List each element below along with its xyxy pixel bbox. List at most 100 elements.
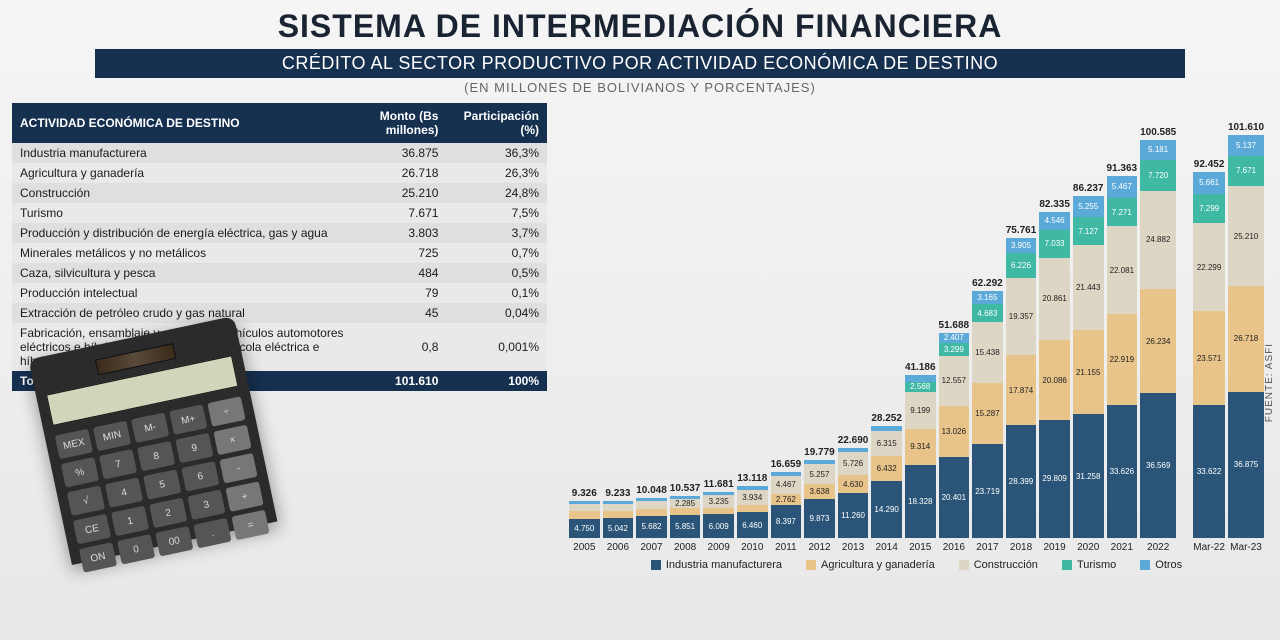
legend-item: Otros bbox=[1140, 559, 1182, 571]
main-title: SISTEMA DE INTERMEDIACIÓN FINANCIERA bbox=[0, 8, 1280, 45]
bar-segment-construccion: 3.235 bbox=[703, 495, 734, 508]
table-row: Industria manufacturera36.87536,3% bbox=[12, 143, 547, 163]
bar-group: 62.29223.71915.28715.4384.6833.1652017 bbox=[972, 278, 1003, 553]
cell-share: 0,7% bbox=[446, 243, 547, 263]
bar-segment-construccion: 22.081 bbox=[1107, 226, 1138, 313]
cell-share: 26,3% bbox=[446, 163, 547, 183]
unit-line: (EN MILLONES DE BOLIVIANOS Y PORCENTAJES… bbox=[0, 80, 1280, 95]
bar-segment-turismo: 7.299 bbox=[1193, 194, 1225, 223]
legend-item: Agricultura y ganadería bbox=[806, 559, 935, 571]
calc-key: = bbox=[231, 510, 269, 541]
bar-group: 19.7799.8733.6385.2572012 bbox=[804, 447, 835, 553]
bar-segment-agricultura: 6.432 bbox=[871, 456, 902, 481]
chart-legend: Industria manufacturera Agricultura y gan… bbox=[565, 559, 1268, 571]
bar-stack: 5.682 bbox=[636, 498, 667, 538]
bar-segment-industria: 8.397 bbox=[771, 505, 802, 538]
col-activity: ACTIVIDAD ECONÓMICA DE DESTINO bbox=[12, 103, 352, 143]
bar-group: 91.36333.62622.91922.0817.2715.4672021 bbox=[1107, 163, 1138, 553]
calc-key: 1 bbox=[111, 506, 149, 537]
calc-key: M+ bbox=[169, 404, 207, 435]
bar-segment-industria: 36.569 bbox=[1140, 393, 1176, 538]
bar-total-label: 62.292 bbox=[972, 278, 1003, 289]
cell-activity: Producción intelectual bbox=[12, 283, 352, 303]
bar-segment-construccion: 20.861 bbox=[1039, 258, 1070, 341]
bar-segment-agricultura: 15.287 bbox=[972, 383, 1003, 444]
x-axis-label: 2019 bbox=[1043, 542, 1065, 553]
table-row: Construcción25.21024,8% bbox=[12, 183, 547, 203]
bar-stack: 33.62622.91922.0817.2715.467 bbox=[1107, 176, 1138, 538]
bar-segment-construccion: 3.934 bbox=[737, 490, 768, 506]
total-share: 100% bbox=[446, 371, 547, 391]
bar-group: 13.1186.4603.9342010 bbox=[737, 473, 768, 553]
bar-segment-construccion: 12.557 bbox=[939, 356, 970, 406]
bar-segment-agricultura: 21.155 bbox=[1073, 330, 1104, 414]
legend-label: Construcción bbox=[974, 559, 1038, 571]
calc-key: MEX bbox=[55, 429, 93, 460]
bar-total-label: 9.326 bbox=[572, 488, 597, 499]
bar-total-label: 28.252 bbox=[871, 413, 902, 424]
x-axis-label: 2022 bbox=[1147, 542, 1169, 553]
cell-share: 36,3% bbox=[446, 143, 547, 163]
legend-label: Turismo bbox=[1077, 559, 1116, 571]
bar-stack: 28.39917.87419.3576.2263.905 bbox=[1006, 238, 1037, 538]
cell-amount: 36.875 bbox=[352, 143, 447, 163]
bar-stack: 11.2604.6305.726 bbox=[838, 448, 869, 538]
cell-activity: Turismo bbox=[12, 203, 352, 223]
bar-group: 101.61036.87526.71825.2107.6715.137Mar-2… bbox=[1228, 122, 1264, 553]
bar-group: 10.5375.8512.2852008 bbox=[670, 483, 701, 553]
bar-stack: 23.71915.28715.4384.6833.165 bbox=[972, 291, 1003, 538]
bar-segment-turismo: 3.299 bbox=[939, 343, 970, 356]
bar-segment-industria: 29.809 bbox=[1039, 420, 1070, 538]
stacked-bar-chart: 9.3264.75020059.2335.042200610.0485.6822… bbox=[565, 103, 1268, 571]
bar-segment-industria: 5.042 bbox=[603, 518, 634, 538]
x-axis-label: 2006 bbox=[607, 542, 629, 553]
bar-segment-construccion bbox=[569, 504, 600, 511]
bar-segment-turismo: 7.271 bbox=[1107, 198, 1138, 227]
bar-stack: 29.80920.08620.8617.0334.546 bbox=[1039, 212, 1070, 538]
bar-segment-construccion: 5.726 bbox=[838, 452, 869, 475]
cell-share: 0,001% bbox=[446, 323, 547, 371]
bar-stack: 6.4603.934 bbox=[737, 486, 768, 538]
bar-segment-turismo: 7.720 bbox=[1140, 160, 1176, 191]
cell-amount: 7.671 bbox=[352, 203, 447, 223]
x-axis-label: 2007 bbox=[640, 542, 662, 553]
bar-segment-industria: 5.682 bbox=[636, 516, 667, 539]
bar-segment-construccion: 5.257 bbox=[804, 464, 835, 485]
cell-activity: Caza, silvicultura y pesca bbox=[12, 263, 352, 283]
calc-key: CE bbox=[73, 514, 111, 545]
cell-amount: 26.718 bbox=[352, 163, 447, 183]
x-axis-label: 2013 bbox=[842, 542, 864, 553]
bar-segment-agricultura bbox=[603, 511, 634, 518]
bar-segment-agricultura: 23.571 bbox=[1193, 311, 1225, 404]
bar-group: 100.58536.56926.23424.8827.7205.1812022 bbox=[1140, 127, 1176, 554]
calc-key: 3 bbox=[187, 489, 225, 520]
legend-item: Industria manufacturera bbox=[651, 559, 782, 571]
bar-segment-construccion: 21.443 bbox=[1073, 245, 1104, 330]
bar-group: 22.69011.2604.6305.7262013 bbox=[838, 435, 869, 553]
bar-segment-agricultura: 9.314 bbox=[905, 429, 936, 466]
bar-segment-construccion: 2.285 bbox=[670, 499, 701, 508]
cell-share: 3,7% bbox=[446, 223, 547, 243]
bar-segment-industria: 14.290 bbox=[871, 481, 902, 538]
bar-segment-industria: 36.875 bbox=[1228, 392, 1264, 538]
bar-segment-industria: 33.622 bbox=[1193, 405, 1225, 538]
bar-segment-otros: 4.546 bbox=[1039, 212, 1070, 230]
bar-group: 10.0485.6822007 bbox=[636, 485, 667, 553]
bar-segment-turismo: 7.127 bbox=[1073, 217, 1104, 245]
calc-key: 6 bbox=[181, 461, 219, 492]
bar-segment-agricultura: 3.638 bbox=[804, 484, 835, 498]
bar-group: 9.2335.0422006 bbox=[603, 488, 634, 553]
bar-group: 9.3264.7502005 bbox=[569, 488, 600, 553]
cell-activity: Producción y distribución de energía elé… bbox=[12, 223, 352, 243]
source-label: FUENTE: ASFI bbox=[1264, 343, 1275, 422]
x-axis-label: 2020 bbox=[1077, 542, 1099, 553]
table-row: Minerales metálicos y no metálicos7250,7… bbox=[12, 243, 547, 263]
calc-key: ‑ bbox=[219, 453, 257, 484]
bar-stack: 9.8733.6385.257 bbox=[804, 460, 835, 538]
cell-activity: Industria manufacturera bbox=[12, 143, 352, 163]
calc-key: + bbox=[225, 481, 263, 512]
x-axis-label: 2011 bbox=[775, 542, 797, 553]
cell-activity: Minerales metálicos y no metálicos bbox=[12, 243, 352, 263]
bar-segment-construccion: 4.467 bbox=[771, 476, 802, 494]
legend-label: Otros bbox=[1155, 559, 1182, 571]
